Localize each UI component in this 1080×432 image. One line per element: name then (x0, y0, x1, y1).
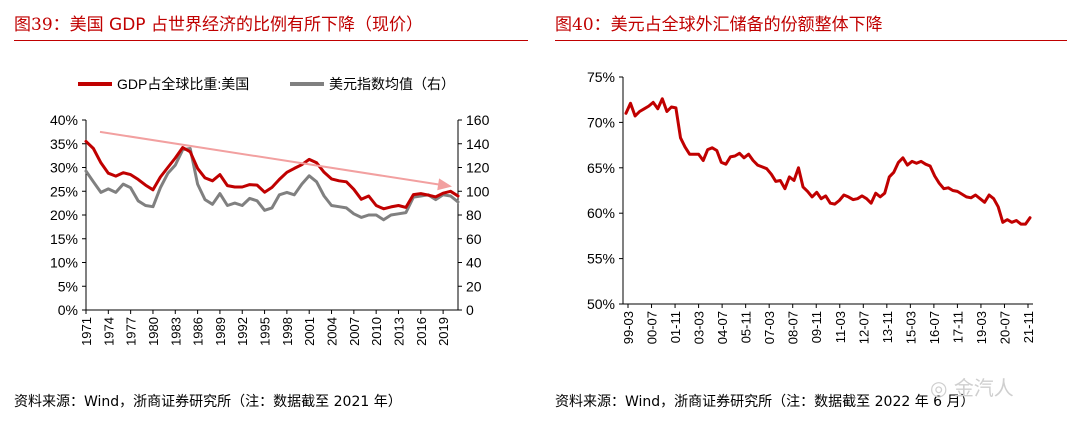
x-tick-label: 12-07 (856, 311, 871, 344)
left-chart-title: 图39：美国 GDP 占世界经济的比例有所下降（现价） (14, 10, 423, 35)
x-tick-label: 13-11 (880, 311, 895, 343)
dollar-index-line (84, 147, 460, 222)
right-chart-title: 图40：美元占全球外汇储备的份额整体下降 (555, 10, 883, 35)
x-tick-label: 07-03 (762, 311, 777, 344)
x-tick-label: 2010 (369, 317, 384, 346)
x-tick-label: 17-11 (950, 311, 965, 343)
left-y-tick-label: 5% (58, 278, 78, 294)
x-tick-label: 2019 (436, 317, 451, 346)
left-source-note: 资料来源：Wind，浙商证券研究所（注：数据截至 2021 年） (14, 394, 402, 410)
x-tick-label: 1998 (280, 317, 295, 346)
right-y-tick-label: 120 (466, 160, 490, 176)
x-tick-label: 15-03 (903, 311, 918, 344)
x-tick-label: 09-11 (809, 311, 824, 343)
x-tick-label: 19-03 (974, 311, 989, 344)
right-y-tick-label: 0 (466, 302, 474, 318)
gdp-share-line (84, 139, 460, 211)
legend-label-dxy: 美元指数均值（右） (329, 76, 455, 92)
usd-share-line (624, 97, 1032, 226)
left-y-tick-label: 30% (50, 160, 78, 176)
right-y-tick-label: 20 (466, 278, 482, 294)
left-y-tick-label: 0% (58, 302, 78, 318)
x-tick-label: 16-07 (927, 311, 942, 344)
right-title-text: 美元占全球外汇储备的份额整体下降 (610, 15, 883, 35)
x-tick-label: 1977 (124, 317, 139, 346)
x-tick-label: 21-11 (1021, 311, 1036, 343)
y-tick-label: 65% (587, 160, 615, 176)
left-y-tick-label: 35% (50, 136, 78, 152)
x-tick-label: 2013 (391, 317, 406, 346)
left-y-tick-label: 25% (50, 183, 78, 199)
x-tick-label: 1989 (213, 317, 228, 346)
x-tick-label: 2004 (325, 317, 340, 346)
x-tick-label: 11-03 (833, 311, 848, 343)
right-chart-panel: 图40：美元占全球外汇储备的份额整体下降 50% 55% 60% 65% 70% 75% 9… (555, 0, 1080, 432)
right-y-tick-label: 140 (466, 136, 490, 152)
x-tick-label: 1992 (235, 317, 250, 346)
right-source-note: 资料来源：Wind，浙商证券研究所（注：数据截至 2022 年 6 月） (555, 394, 975, 410)
x-tick-label: 08-07 (786, 311, 801, 344)
x-tick-label: 05-11 (739, 311, 754, 343)
watermark-logo: ◎ 金汽人 (930, 372, 1014, 401)
y-tick-label: 70% (587, 114, 615, 130)
watermark-icon: ◎ (930, 376, 948, 400)
x-tick-label: 2001 (302, 317, 317, 346)
x-tick-label: 00-07 (645, 311, 660, 344)
x-tick-label: 1995 (258, 317, 273, 346)
right-y-tick-label: 160 (466, 112, 490, 128)
y-tick-label: 75% (587, 69, 615, 85)
trend-arrow-head (437, 178, 452, 191)
left-title-rule (14, 40, 528, 41)
x-tick-label: 2016 (414, 317, 429, 346)
gdp-share-chart: 0% 5% 10% 15% 20% 25% 30% 35% 40% 0 20 40 60 80 100 120… (50, 76, 490, 346)
x-tick-label: 20-07 (997, 311, 1012, 344)
x-tick-label: 1974 (101, 317, 116, 346)
left-y-tick-label: 10% (50, 255, 78, 271)
left-y-tick-label: 20% (50, 207, 78, 223)
y-tick-label: 60% (587, 205, 615, 221)
watermark-text: 金汽人 (953, 376, 1014, 400)
usd-reserve-share-chart: 50% 55% 60% 65% 70% 75% 99-03 00-07 01-11 03-03 04… (587, 69, 1036, 344)
x-tick-label: 1983 (168, 317, 183, 346)
x-tick-label: 01-11 (668, 311, 683, 343)
left-title-text: 美国 GDP 占世界经济的比例有所下降（现价） (69, 15, 423, 35)
x-tick-label: 1980 (146, 317, 161, 346)
right-title-rule (555, 40, 1067, 41)
x-tick-label: 04-07 (715, 311, 730, 344)
x-tick-label: 1986 (191, 317, 206, 346)
legend-label-gdp: GDP占全球比重:美国 (117, 76, 249, 92)
right-y-tick-label: 80 (466, 207, 482, 223)
x-tick-label: 1971 (79, 317, 94, 346)
right-y-tick-label: 40 (466, 255, 482, 271)
trend-arrow-line (99, 130, 443, 186)
y-tick-label: 55% (587, 251, 615, 267)
x-tick-label: 99-03 (621, 311, 636, 344)
left-y-tick-label: 15% (50, 231, 78, 247)
right-y-tick-label: 100 (466, 183, 490, 199)
left-figure-number: 图39： (14, 15, 70, 35)
y-tick-label: 50% (587, 296, 615, 312)
left-chart-panel: 图39：美国 GDP 占世界经济的比例有所下降（现价） 0% 5% 10% 15% 20… (14, 10, 528, 410)
x-tick-label: 2007 (347, 317, 362, 346)
left-y-tick-label: 40% (50, 112, 78, 128)
x-tick-label: 03-03 (692, 311, 707, 344)
right-figure-number: 图40： (555, 15, 611, 35)
right-y-tick-label: 60 (466, 231, 482, 247)
